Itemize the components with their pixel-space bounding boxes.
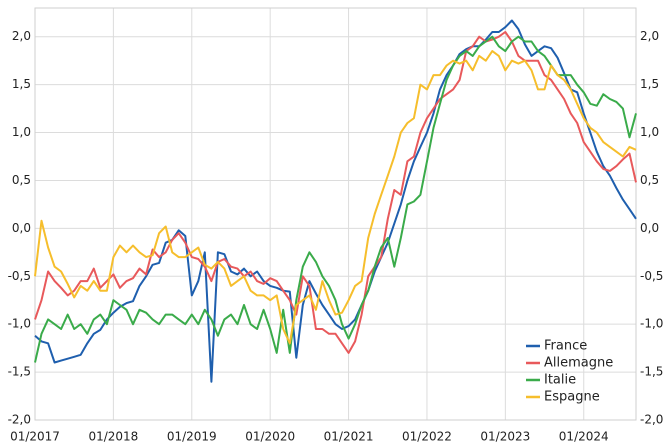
x-tick-label: 01/2019 [167,430,217,444]
y2-tick-label: -1,0 [640,317,663,331]
legend-label: Allemagne [544,356,613,371]
y2-tick-label: -2,0 [640,413,663,427]
x-tick-label: 01/2024 [559,430,609,444]
y-tick-label: 1,5 [12,77,31,91]
y-tick-label: 2,0 [12,29,31,43]
y-tick-label: -1,5 [8,365,31,379]
y-tick-label: 0,0 [12,221,31,235]
legend-label: Espagne [544,390,600,405]
plot-frame [34,7,637,421]
y2-tick-label: -0,5 [640,269,663,283]
x-tick-label: 01/2018 [88,430,138,444]
y-tick-label: 1,0 [12,125,31,139]
y2-tick-label: 1,0 [640,125,659,139]
x-tick-label: 01/2023 [480,430,530,444]
series-line [34,35,637,363]
y2-tick-label: 0,0 [640,221,659,235]
y2-tick-label: -1,5 [640,365,663,379]
legend-label: France [544,339,587,354]
y-tick-label: 0,5 [12,173,31,187]
x-tick-label: 01/2017 [10,430,60,444]
x-tick-label: 01/2022 [402,430,452,444]
legend-label: Italie [544,373,576,388]
series-line [34,19,637,383]
y2-tick-label: 2,0 [640,29,659,43]
y-tick-label: -2,0 [8,413,31,427]
x-tick-label: 01/2020 [245,430,295,444]
series-line [34,50,637,345]
series-line [34,31,637,354]
y-tick-label: -0,5 [8,269,31,283]
y-tick-label: -1,0 [8,317,31,331]
y2-tick-label: 1,5 [640,77,659,91]
y2-tick-label: 0,5 [640,173,659,187]
x-tick-label: 01/2021 [324,430,374,444]
